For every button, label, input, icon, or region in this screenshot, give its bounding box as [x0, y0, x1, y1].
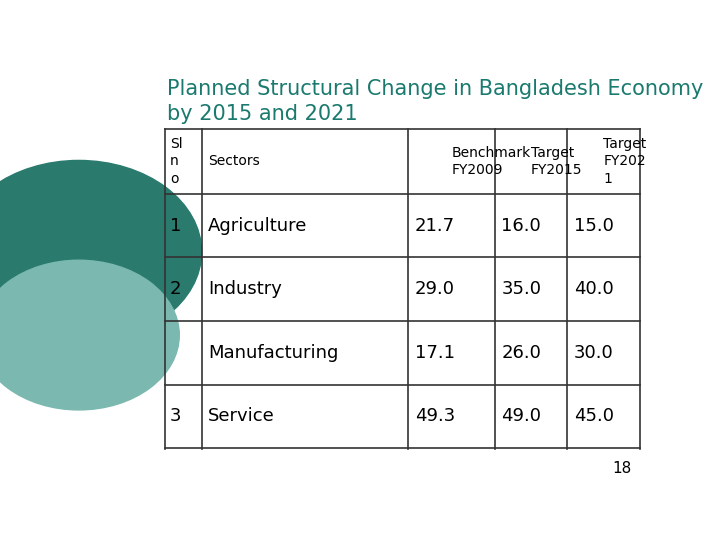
Text: 2: 2	[170, 280, 181, 298]
Text: Planned Structural Change in Bangladesh Economy
by 2015 and 2021: Planned Structural Change in Bangladesh …	[167, 79, 703, 124]
Text: 16.0: 16.0	[501, 217, 541, 234]
Text: 35.0: 35.0	[501, 280, 541, 298]
Text: Sectors: Sectors	[208, 154, 260, 168]
Text: 49.3: 49.3	[415, 407, 455, 426]
Text: 30.0: 30.0	[574, 344, 613, 362]
Text: 1: 1	[170, 217, 181, 234]
Text: 17.1: 17.1	[415, 344, 455, 362]
Text: Service: Service	[208, 407, 275, 426]
Text: 15.0: 15.0	[574, 217, 613, 234]
Text: 49.0: 49.0	[501, 407, 541, 426]
Circle shape	[0, 160, 202, 343]
Text: 3: 3	[170, 407, 181, 426]
Text: 40.0: 40.0	[574, 280, 613, 298]
Text: 18: 18	[612, 462, 631, 476]
Text: Manufacturing: Manufacturing	[208, 344, 338, 362]
Text: Industry: Industry	[208, 280, 282, 298]
Text: Benchmark
FY2009: Benchmark FY2009	[451, 146, 531, 177]
Text: 29.0: 29.0	[415, 280, 455, 298]
Text: Target
FY2015: Target FY2015	[531, 146, 582, 177]
Text: Target
FY202
1: Target FY202 1	[603, 137, 647, 186]
Text: Sl
n
o: Sl n o	[170, 137, 182, 186]
Circle shape	[0, 260, 179, 410]
Text: 45.0: 45.0	[574, 407, 613, 426]
Text: 26.0: 26.0	[501, 344, 541, 362]
Text: 21.7: 21.7	[415, 217, 455, 234]
Text: Agriculture: Agriculture	[208, 217, 307, 234]
